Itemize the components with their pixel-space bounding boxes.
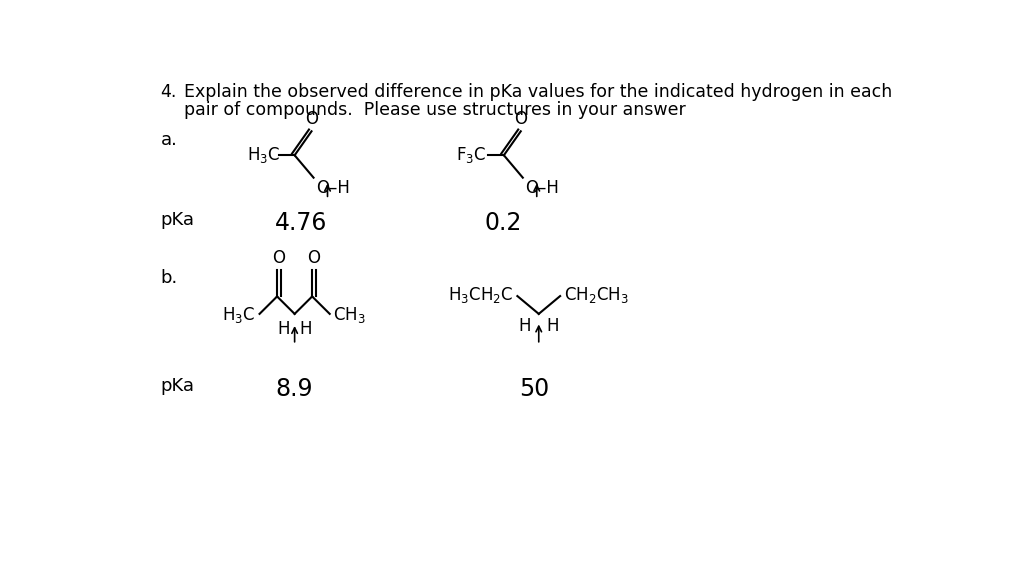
Text: O: O [307,249,321,267]
Text: O: O [272,249,285,267]
Text: Explain the observed difference in pKa values for the indicated hydrogen in each: Explain the observed difference in pKa v… [183,83,892,101]
Text: O: O [305,110,318,128]
Text: H: H [299,320,311,338]
Text: 4.76: 4.76 [275,212,328,235]
Text: O: O [514,110,527,128]
Text: H: H [278,320,290,338]
Text: 0.2: 0.2 [484,212,522,235]
Text: b.: b. [161,269,178,287]
Text: 50: 50 [519,377,550,401]
Text: CH$_3$: CH$_3$ [333,305,366,325]
Text: pKa: pKa [161,212,195,229]
Text: H: H [518,317,531,335]
Text: H$_3$C: H$_3$C [222,305,255,325]
Text: 8.9: 8.9 [275,377,312,401]
Text: H$_3$CH$_2$C: H$_3$CH$_2$C [449,285,513,305]
Text: H$_3$C: H$_3$C [247,145,280,165]
Text: 4.: 4. [161,83,177,101]
Text: O–H: O–H [525,179,559,197]
Text: pair of compounds.  Please use structures in your answer: pair of compounds. Please use structures… [183,101,685,119]
Text: H: H [547,317,559,335]
Text: CH$_2$CH$_3$: CH$_2$CH$_3$ [564,285,629,305]
Text: F$_3$C: F$_3$C [456,145,486,165]
Text: O–H: O–H [315,179,350,197]
Text: a.: a. [161,131,177,149]
Text: pKa: pKa [161,377,195,395]
